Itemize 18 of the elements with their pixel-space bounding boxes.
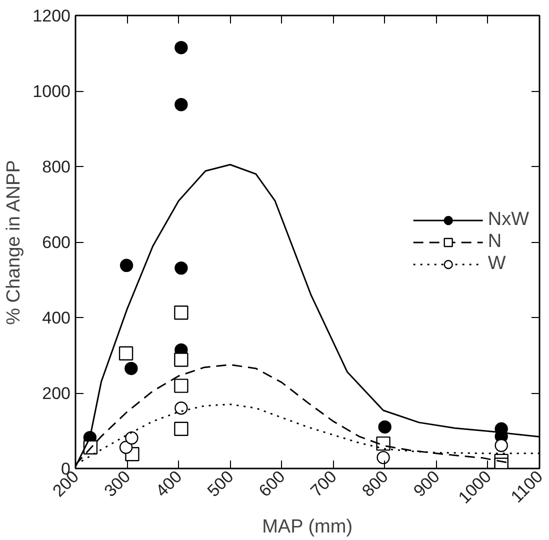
x-tick-label: 400 [152,467,186,501]
y-tick-label: 600 [42,233,71,252]
legend-label: NxW [488,208,529,230]
x-tick-label: 700 [306,467,340,501]
x-tick-label: 500 [204,467,238,501]
y-axis-title: % Change in ANPP [4,160,25,325]
legend-label: W [488,252,507,274]
legend-label: N [488,230,503,252]
y-tick-label: 1200 [32,6,71,26]
y-tick-label: 1000 [32,82,71,101]
x-axis-title: MAP (mm) [262,516,353,538]
x-tick-label: 600 [255,467,289,501]
x-tick-label: 800 [358,467,392,501]
y-tick-label: 800 [42,158,71,176]
y-tick-label: 400 [42,308,71,328]
x-tick-label: 300 [100,467,134,501]
x-tick-label: 900 [410,467,444,501]
y-tick-label: 200 [42,384,71,403]
